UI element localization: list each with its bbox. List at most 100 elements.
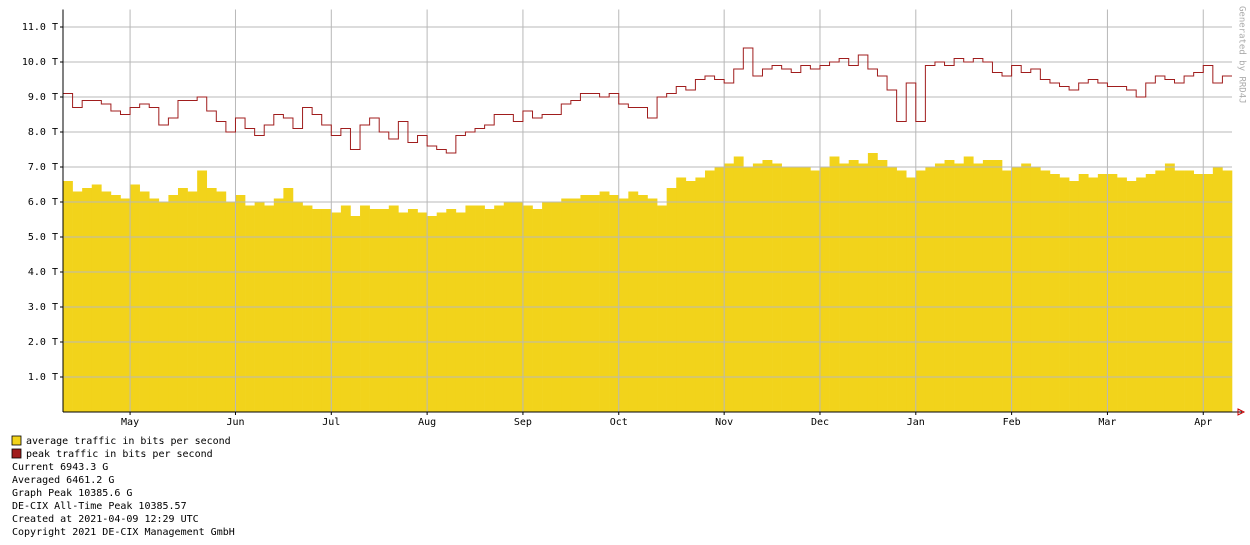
y-tick-label: 11.0 T — [22, 22, 58, 33]
bar — [1136, 177, 1147, 412]
y-tick-label: 5.0 T — [28, 232, 58, 243]
annotation: DE-CIX All-Time Peak 10385.57 — [12, 501, 187, 512]
bar — [1164, 163, 1175, 412]
x-tick-label: Sep — [514, 417, 532, 428]
bar — [819, 167, 830, 412]
bar — [350, 216, 361, 412]
bar — [446, 209, 457, 412]
bar — [752, 163, 763, 412]
annotation: Graph Peak 10385.6 G — [12, 488, 132, 499]
bar — [609, 195, 620, 412]
y-tick-label: 7.0 T — [28, 162, 58, 173]
bar — [973, 163, 984, 412]
bar — [695, 177, 706, 412]
bar — [206, 188, 217, 412]
bar — [321, 209, 332, 412]
bar — [168, 195, 179, 412]
legend-swatch — [11, 448, 22, 459]
x-tick-label: Apr — [1194, 417, 1212, 428]
x-tick-label: Nov — [715, 417, 733, 428]
bar — [312, 209, 323, 412]
bar — [340, 205, 351, 412]
bar — [858, 163, 869, 412]
bar — [954, 163, 965, 412]
axis-arrow — [1237, 408, 1246, 416]
x-tick-label: Jun — [226, 417, 244, 428]
bar — [110, 195, 121, 412]
annotation: Averaged 6461.2 G — [12, 475, 114, 486]
x-tick-label: Oct — [610, 417, 628, 428]
y-tick-label: 9.0 T — [28, 92, 58, 103]
bar — [494, 205, 505, 412]
bar — [82, 188, 93, 412]
bar — [781, 167, 792, 412]
bar — [63, 181, 73, 412]
bar — [1222, 170, 1233, 412]
bar — [1193, 174, 1204, 412]
bar — [532, 209, 543, 412]
bar — [800, 167, 811, 412]
bar — [1040, 170, 1051, 412]
bar — [139, 191, 150, 412]
bar — [839, 163, 850, 412]
bar — [580, 195, 591, 412]
bar — [1107, 174, 1118, 412]
bar — [177, 188, 188, 412]
bar — [1069, 181, 1079, 412]
bar — [1212, 167, 1223, 412]
y-tick-label: 2.0 T — [28, 337, 58, 348]
annotation: Current 6943.3 G — [12, 462, 108, 473]
bar — [427, 216, 437, 412]
bar — [302, 205, 313, 412]
y-tick-label: 3.0 T — [28, 302, 58, 313]
bar — [91, 184, 102, 412]
bar — [101, 191, 112, 412]
bar — [465, 205, 476, 412]
bar — [877, 160, 888, 412]
x-tick-label: Mar — [1098, 417, 1116, 428]
bar — [264, 205, 275, 412]
bar — [896, 170, 907, 412]
bar — [1078, 174, 1089, 412]
bar — [475, 205, 485, 412]
bar — [714, 167, 725, 412]
bar — [1145, 174, 1156, 412]
bar — [1002, 170, 1012, 412]
bar — [369, 209, 380, 412]
bar — [791, 167, 802, 412]
bar — [944, 160, 955, 412]
bar — [216, 191, 227, 412]
bar — [590, 195, 600, 412]
x-tick-label: Aug — [418, 417, 436, 428]
bar — [743, 167, 754, 412]
bar — [379, 209, 390, 412]
legend-label: peak traffic in bits per second — [26, 449, 213, 460]
bar — [1126, 181, 1137, 412]
bar — [657, 205, 667, 412]
x-tick-label: May — [121, 417, 139, 428]
bar — [1059, 177, 1070, 412]
bar — [1011, 167, 1022, 412]
bar — [331, 212, 342, 412]
y-tick-label: 6.0 T — [28, 197, 58, 208]
bar — [455, 212, 466, 412]
watermark: Generated by RRD4J — [1237, 6, 1247, 104]
bar — [724, 163, 735, 412]
bar — [647, 198, 658, 412]
bar — [197, 170, 208, 412]
bar — [1174, 170, 1185, 412]
bar — [1203, 174, 1214, 412]
bar — [666, 188, 677, 412]
bar — [570, 198, 581, 412]
bar — [704, 170, 715, 412]
bar — [1184, 170, 1194, 412]
bar — [130, 184, 140, 412]
bar — [398, 212, 409, 412]
bar — [628, 191, 639, 412]
peak-line — [63, 47, 1232, 154]
bar — [120, 198, 131, 412]
bar — [963, 156, 974, 412]
bar — [887, 167, 897, 412]
annotation: Copyright 2021 DE-CIX Management GmbH — [12, 527, 235, 538]
